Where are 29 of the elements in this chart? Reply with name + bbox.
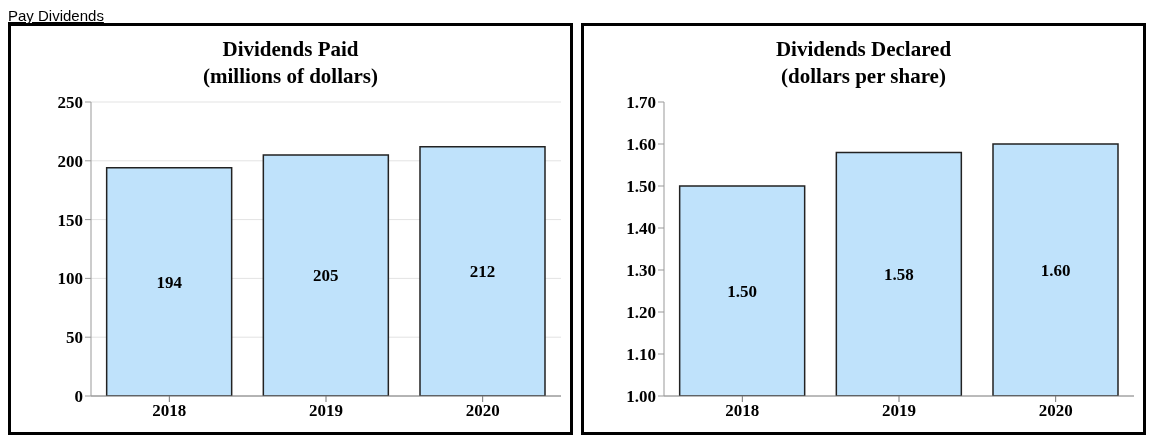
- y-tick-label: 1.10: [626, 345, 656, 365]
- y-tick-label: 150: [57, 210, 83, 230]
- y-tick-label: 1.30: [626, 261, 656, 281]
- data-label: 194: [156, 272, 183, 292]
- y-tick-label: 250: [57, 93, 83, 113]
- chart-title: Dividends Declared (dollars per share): [774, 36, 953, 90]
- y-tick-label: 1.70: [626, 93, 656, 113]
- y-tick-label: 200: [57, 151, 83, 171]
- x-tick-label: 2018: [725, 401, 760, 421]
- y-tick-label: 1.60: [626, 135, 656, 155]
- x-tick-label: 2018: [152, 401, 187, 421]
- text: Pay Dividends: [8, 7, 104, 24]
- y-tick-label: 0: [74, 387, 83, 407]
- y-tick-label: 1.40: [626, 219, 656, 239]
- x-tick-label: 2019: [309, 401, 343, 421]
- chart-title: Dividends Paid (millions of dollars): [202, 36, 379, 90]
- data-label: 1.58: [883, 265, 914, 285]
- y-tick-label: 100: [57, 269, 83, 289]
- y-tick-label: 1.00: [626, 387, 656, 407]
- x-tick-label: 2019: [882, 401, 916, 421]
- data-label: 212: [469, 262, 496, 282]
- x-tick-label: 2020: [465, 401, 500, 421]
- data-label: 1.50: [727, 282, 758, 301]
- data-label: 205: [313, 266, 339, 286]
- data-label: 1.60: [1040, 261, 1071, 280]
- y-tick-label: 1.20: [626, 303, 656, 323]
- x-tick-label: 2020: [1038, 401, 1073, 421]
- y-tick-label: 50: [66, 328, 83, 348]
- y-tick-label: 1.50: [626, 177, 656, 197]
